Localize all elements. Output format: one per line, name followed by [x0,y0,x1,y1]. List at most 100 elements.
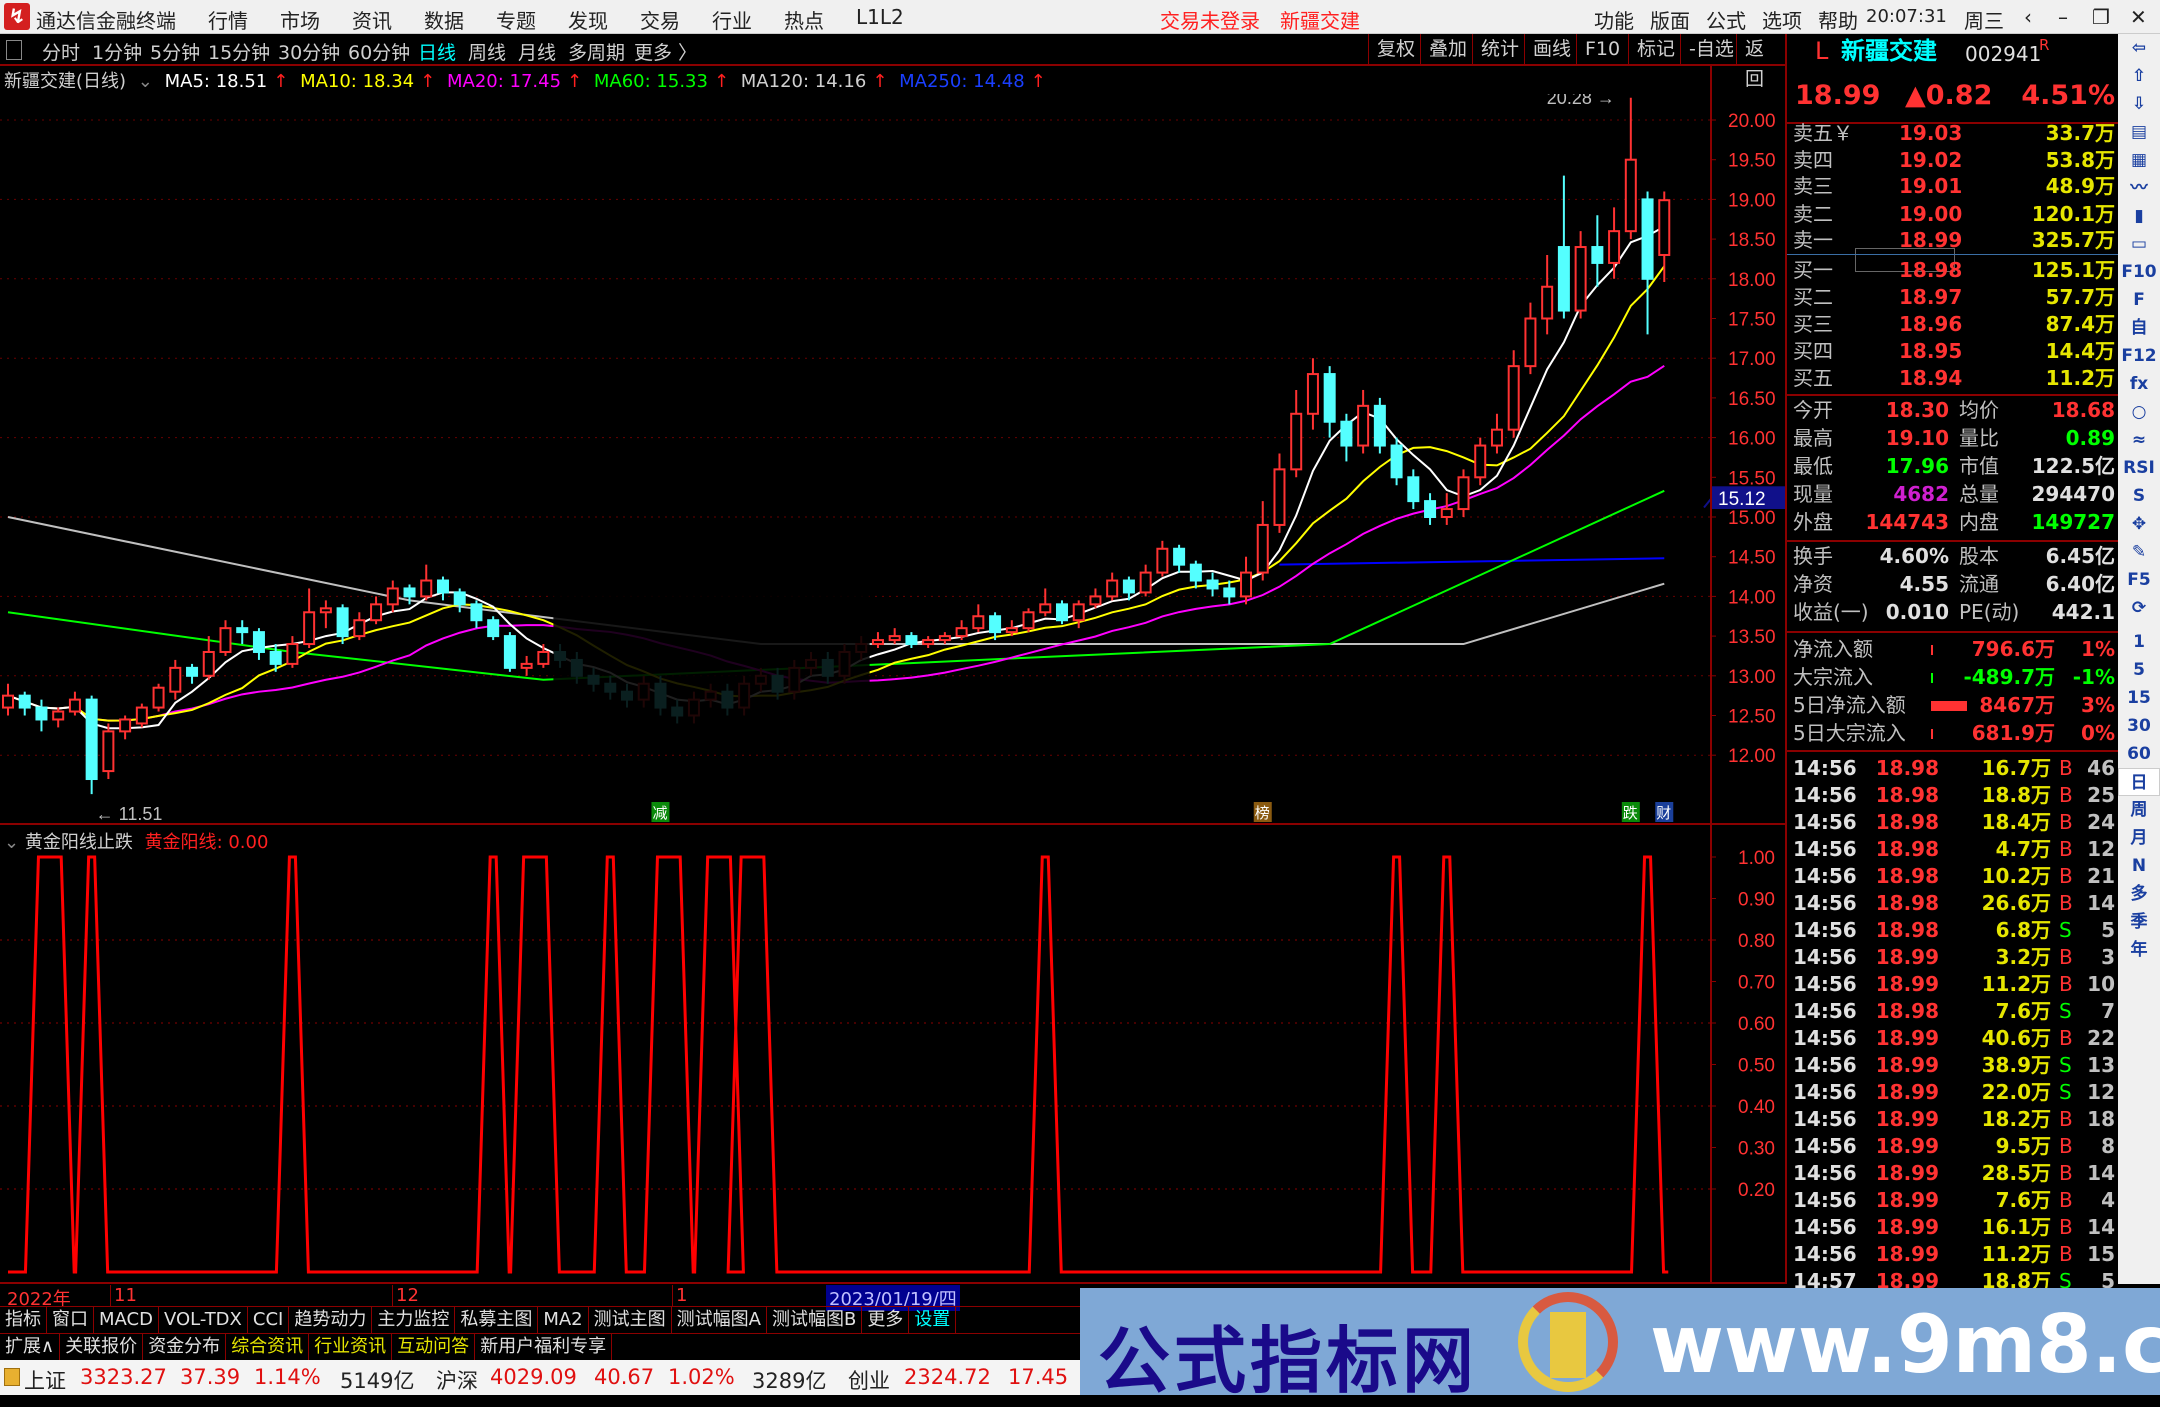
menu-item[interactable]: 数据 [424,9,464,33]
circle-icon[interactable]: ○ [2131,402,2147,422]
sidebar-period[interactable]: 月 [2130,828,2148,848]
f10-icon[interactable]: F10 [2121,262,2157,282]
candle [1022,608,1035,633]
indicator-chart[interactable]: 1.00 0.90 0.80 0.70 0.60 0.50 0.40 0.30 0.20 [0,825,1785,1282]
candlestick-chart[interactable]: 20.00 19.50 19.00 18.50 18.00 17.50 17.00 16.50… [0,94,1785,825]
tab[interactable]: 行业资讯 [309,1334,393,1360]
tab[interactable]: 扩展∧ [0,1334,61,1360]
tab[interactable]: 趋势动力 [289,1307,373,1333]
menu-item[interactable]: 交易 [640,9,680,33]
close-icon[interactable]: ✕ [2130,5,2147,29]
s-icon[interactable]: S [2132,486,2146,506]
tool-button[interactable]: 标记 [1628,34,1683,64]
period-tab[interactable]: 月线 [518,42,557,64]
period-tab[interactable]: 1分钟 [92,42,143,64]
chevron-down-icon[interactable]: ⌄ [4,832,20,853]
wave-icon[interactable]: ≈ [2131,430,2147,450]
menu-item[interactable]: 帮助 [1818,9,1858,33]
tool-button[interactable]: 返回 [1736,34,1785,90]
menu-item[interactable]: 资讯 [352,9,392,33]
f12-icon[interactable]: F12 [2121,346,2157,366]
tab[interactable]: 测试幅图A [672,1307,767,1333]
sidebar-period[interactable]: 季 [2130,912,2148,932]
menu-item[interactable]: L1L2 [856,5,904,29]
tab[interactable]: 互动问答 [392,1334,476,1360]
tool-button[interactable]: -自选 [1680,34,1742,64]
candle-body [1273,468,1286,526]
f5-icon[interactable]: F5 [2127,570,2151,590]
tab[interactable]: 设置 [909,1307,957,1333]
sidebar-period[interactable]: 1 [2133,632,2145,652]
menu-item[interactable]: 选项 [1762,9,1802,33]
period-tab[interactable]: 分时 [42,42,81,64]
tab[interactable]: 测试主图 [589,1307,672,1333]
menu-item[interactable]: 热点 [784,9,824,33]
menu-item[interactable]: 发现 [568,9,608,33]
period-tab[interactable]: 多周期 [568,42,626,64]
tab[interactable]: 新用户福利专享 [475,1334,613,1360]
f-icon[interactable]: F [2133,290,2145,310]
tab[interactable]: MACD [94,1307,159,1333]
menu-item[interactable]: 市场 [280,9,320,33]
move-icon[interactable]: ✥ [2131,514,2147,534]
back-arrow-icon[interactable]: ⇦ [2131,38,2147,58]
rsi-icon[interactable]: RSI [2123,458,2155,478]
sidebar-period[interactable]: N [2131,856,2147,876]
period-tab-more[interactable]: 更多 〉 [634,42,698,64]
fx-icon[interactable]: fx [2129,374,2149,394]
tool-button[interactable]: 复权 [1368,34,1423,64]
sidebar-period[interactable]: 30 [2127,716,2151,736]
tab[interactable]: 测试幅图B [767,1307,863,1333]
menu-item[interactable]: 行业 [712,9,752,33]
sidebar-period[interactable]: 60 [2127,744,2151,764]
tab[interactable]: MA2 [538,1307,589,1333]
period-tab[interactable]: 周线 [468,42,507,64]
tab[interactable]: 更多 [862,1307,910,1333]
period-tab[interactable]: 60分钟 [348,42,411,64]
sidebar-period[interactable]: 周 [2130,800,2148,820]
menu-item[interactable]: 专题 [496,9,536,33]
sidebar-period[interactable]: 多 [2130,884,2148,904]
self-select-icon[interactable]: 自 [2130,318,2148,338]
period-tab-active[interactable]: 日线 [418,42,457,64]
back-icon[interactable]: ‹ [2024,5,2032,29]
minimize-icon[interactable]: – [2058,5,2068,29]
tab[interactable]: CCI [248,1307,290,1333]
tool-button[interactable]: 叠加 [1420,34,1475,64]
menu-item[interactable]: 版面 [1650,9,1690,33]
tab[interactable]: 窗口 [47,1307,94,1333]
tool-button[interactable]: 画线 [1524,34,1579,64]
menu-item[interactable]: 公式 [1706,9,1746,33]
candle-icon[interactable]: ▮ [2134,206,2144,226]
up-arrow-icon[interactable]: ⇧ [2131,66,2147,86]
tab[interactable]: 资金分布 [143,1334,227,1360]
tab[interactable]: 关联报价 [60,1334,144,1360]
login-status[interactable]: 交易未登录 [1160,9,1260,33]
period-tab[interactable]: 5分钟 [150,42,201,64]
refresh-icon[interactable]: ⟳ [2131,598,2147,618]
tab[interactable]: 主力监控 [372,1307,456,1333]
period-tab[interactable]: 15分钟 [208,42,271,64]
restore-icon[interactable]: ❐ [2092,5,2110,29]
period-tab[interactable]: 30分钟 [278,42,341,64]
sidebar-period[interactable]: 15 [2127,688,2151,708]
down-arrow-icon[interactable]: ⇩ [2131,94,2147,114]
chevron-down-icon[interactable]: ⌄ [137,71,153,92]
grid-icon[interactable]: ▦ [2130,150,2148,170]
tab[interactable]: 综合资讯 [226,1334,310,1360]
window-icon[interactable]: ▭ [2130,234,2148,254]
report-icon[interactable]: ▤ [2130,122,2148,142]
menu-item[interactable]: 功能 [1594,9,1634,33]
tab[interactable]: VOL-TDX [159,1307,248,1333]
sidebar-period[interactable]: 日 [2118,768,2160,796]
panel-toggle-icon[interactable] [6,40,22,60]
tool-button[interactable]: 统计 [1472,34,1527,64]
tab[interactable]: 私募主图 [455,1307,539,1333]
line-chart-icon[interactable]: 〰 [2130,178,2148,198]
sidebar-period[interactable]: 5 [2133,660,2145,680]
tool-button[interactable]: F10 [1576,34,1628,64]
tab[interactable]: 指标 [0,1307,47,1333]
pencil-icon[interactable]: ✎ [2131,542,2147,562]
sidebar-period[interactable]: 年 [2130,940,2148,960]
menu-item[interactable]: 行情 [208,9,248,33]
